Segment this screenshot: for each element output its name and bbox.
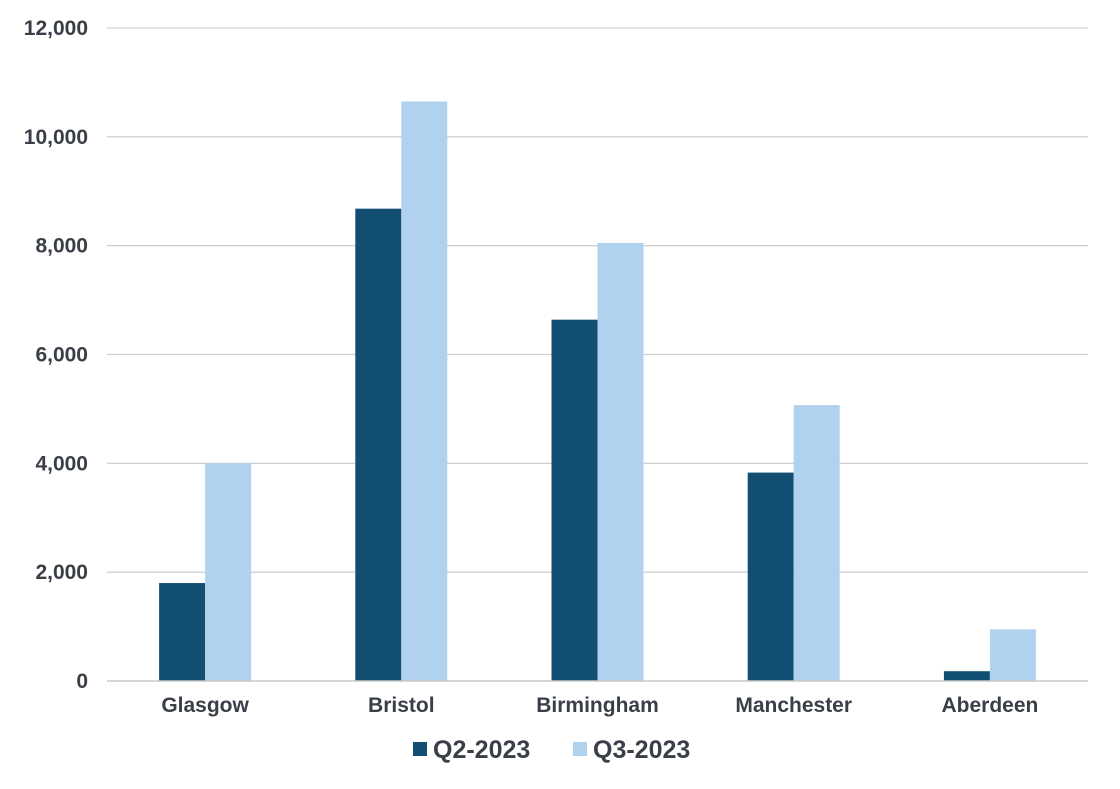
bars (159, 101, 1036, 681)
bar-q2-2023-glasgow (159, 583, 206, 681)
x-tick-label-manchester: Manchester (735, 694, 852, 717)
y-tick-label: 8,000 (35, 235, 88, 258)
bar-q2-2023-bristol (355, 208, 402, 681)
y-axis-tick-labels: 0 2,000 4,000 6,000 8,000 10,000 12,000 (24, 17, 88, 693)
y-tick-label: 4,000 (35, 452, 88, 475)
x-tick-label-glasgow: Glasgow (161, 694, 249, 717)
y-tick-label: 0 (76, 670, 88, 693)
bar-q3-2023-bristol (401, 101, 448, 681)
legend: Q2-2023 Q3-2023 (413, 736, 690, 764)
bar-q3-2023-aberdeen (989, 629, 1036, 681)
legend-item-q3-2023: Q3-2023 (573, 736, 690, 764)
legend-label-q2-2023: Q2-2023 (433, 736, 530, 764)
y-tick-label: 2,000 (35, 561, 88, 584)
x-tick-label-aberdeen: Aberdeen (941, 694, 1038, 717)
x-axis-category-labels: Glasgow Bristol Birmingham Manchester Aberde… (161, 694, 1038, 717)
legend-item-q2-2023: Q2-2023 (413, 736, 530, 764)
x-tick-label-bristol: Bristol (368, 694, 435, 717)
legend-swatch-q2-2023 (413, 742, 427, 756)
bar-q3-2023-birmingham (597, 242, 644, 681)
bar-q2-2023-manchester (747, 472, 794, 681)
y-tick-label: 6,000 (35, 344, 88, 367)
bar-q3-2023-glasgow (205, 463, 252, 681)
legend-swatch-q3-2023 (573, 742, 587, 756)
legend-label-q3-2023: Q3-2023 (593, 736, 690, 764)
bar-q2-2023-birmingham (551, 319, 598, 681)
bar-q2-2023-aberdeen (943, 671, 990, 681)
y-tick-label: 10,000 (24, 126, 88, 149)
bar-q3-2023-manchester (793, 405, 840, 681)
x-tick-label-birmingham: Birmingham (536, 694, 659, 717)
y-tick-label: 12,000 (24, 17, 88, 40)
